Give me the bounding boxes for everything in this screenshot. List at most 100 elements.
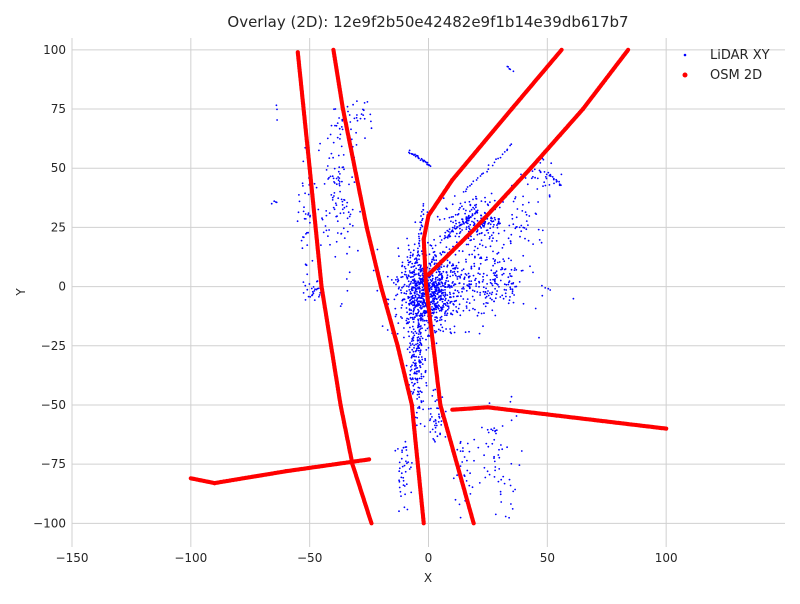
lidar-point [429,165,432,168]
lidar-point [432,389,435,392]
lidar-point [275,201,278,204]
lidar-point [342,227,345,230]
lidar-point [514,488,516,491]
lidar-point [419,349,422,352]
lidar-point [498,206,501,209]
lidar-point [421,219,423,222]
lidar-point [417,247,419,250]
lidar-point [336,220,339,223]
lidar-point [307,212,310,215]
lidar-point [431,279,434,281]
lidar-point [403,292,406,295]
lidar-point [438,305,441,307]
lidar-point [425,310,428,313]
lidar-point [511,217,514,220]
lidar-point [459,202,462,205]
lidar-point [417,391,420,393]
lidar-point [467,285,470,287]
lidar-point [536,177,539,180]
lidar-point [405,292,408,295]
lidar-point [512,282,514,285]
lidar-point [441,326,444,329]
lidar-point [422,320,424,322]
lidar-point [428,335,431,337]
lidar-point [468,280,471,282]
lidar-point [488,292,491,294]
lidar-point [422,400,425,402]
lidar-point [306,273,309,276]
lidar-point [441,277,443,280]
lidar-point [406,311,408,314]
lidar-point [335,240,338,243]
lidar-point [435,282,438,284]
lidar-point [307,193,310,196]
y-tick-label: 25 [51,220,66,234]
lidar-point [437,307,440,310]
lidar-point [509,288,512,290]
lidar-point [338,166,341,169]
lidar-point [412,309,415,312]
lidar-point [534,176,536,179]
lidar-point [413,274,416,276]
lidar-point [473,459,475,462]
lidar-point [434,431,437,433]
lidar-point [420,391,423,394]
lidar-point [421,314,424,317]
lidar-point [512,223,515,226]
lidar-point [490,192,493,195]
lidar-point [465,209,467,212]
lidar-point [348,114,351,116]
lidar-point [452,477,455,480]
lidar-point [507,257,510,260]
lidar-point [464,273,467,275]
lidar-point [444,294,447,297]
lidar-point [421,313,424,315]
lidar-point [440,288,443,291]
lidar-point [423,319,426,322]
lidar-point [491,217,493,220]
lidar-point [401,451,403,453]
lidar-point [298,194,300,196]
lidar-point [411,343,414,345]
lidar-point [513,269,516,271]
lidar-point [413,278,416,280]
lidar-point [461,287,463,290]
lidar-point [443,251,446,254]
lidar-point [455,232,458,235]
lidar-point [448,216,451,219]
lidar-point [372,269,375,272]
lidar-point [407,261,410,264]
lidar-point [450,269,452,272]
lidar-point [362,108,364,111]
lidar-point [405,301,407,304]
lidar-point [418,239,421,242]
lidar-point [419,287,421,290]
lidar-point [411,338,414,341]
lidar-point [409,260,412,263]
lidar-point [471,295,474,298]
lidar-point [416,381,419,384]
lidar-point [483,466,486,469]
lidar-point [469,286,471,288]
lidar-point [425,338,427,341]
lidar-point [532,243,534,246]
lidar-point [461,229,463,231]
lidar-point [458,221,461,224]
lidar-point [524,177,527,179]
lidar-point [455,310,458,312]
lidar-point [333,195,335,197]
lidar-point [482,325,484,328]
lidar-point [493,455,495,458]
lidar-point [480,214,483,217]
lidar-point [472,198,474,201]
lidar-point [420,232,422,235]
lidar-point [473,217,476,220]
lidar-point [420,400,423,402]
lidar-point [418,303,421,306]
lidar-point [398,470,401,473]
lidar-point [415,343,417,346]
lidar-point [454,268,456,270]
lidar-point [418,407,421,409]
lidar-point [451,203,454,206]
lidar-point [495,293,498,296]
